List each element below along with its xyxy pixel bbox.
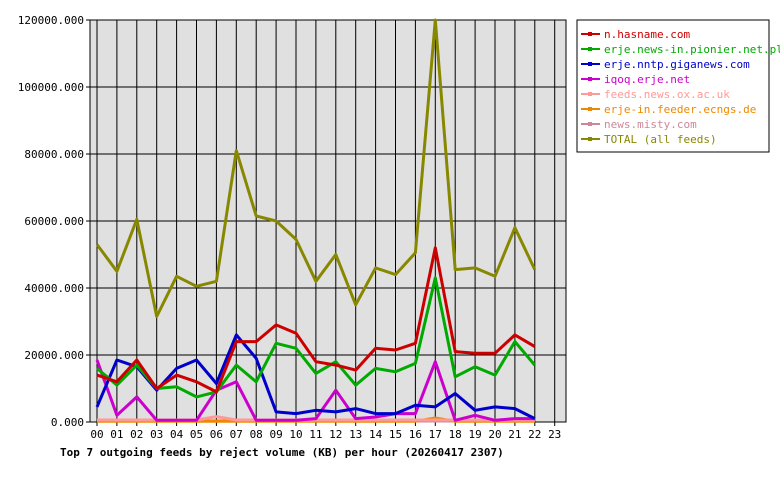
legend-swatch-marker (588, 122, 592, 126)
legend-label: erje-in.feeder.ecngs.de (604, 103, 756, 116)
legend-swatch-marker (588, 92, 592, 96)
series-lines (95, 18, 537, 423)
series-line-1 (96, 276, 536, 399)
legend: n.hasname.com erje.news-in.pionier.net.pl… (576, 19, 780, 153)
legend-label: iqoq.erje.net (604, 73, 690, 86)
x-tick-label: 07 (230, 428, 243, 441)
legend-label: n.hasname.com (604, 28, 690, 41)
x-tick-label: 11 (309, 428, 322, 441)
x-tick-label: 13 (349, 428, 362, 441)
legend-label: TOTAL (all feeds) (604, 133, 717, 146)
legend-swatch-marker (588, 47, 592, 51)
legend-label: news.misty.com (604, 118, 697, 131)
x-tick-label: 06 (210, 428, 223, 441)
y-tick-label: 80000.000 (24, 148, 84, 161)
series-line-3 (95, 359, 535, 422)
x-tick-label: 05 (190, 428, 203, 441)
legend-swatch-marker (588, 32, 592, 36)
x-tick-label: 04 (170, 428, 184, 441)
x-tick-label: 09 (269, 428, 282, 441)
legend-label: erje.nntp.giganews.com (604, 58, 750, 71)
x-tick-label: 17 (429, 428, 442, 441)
y-tick-label: 40000.000 (24, 282, 84, 295)
y-tick-label: 60000.000 (24, 215, 84, 228)
y-tick-label: 20000.000 (24, 349, 84, 362)
legend-swatch-marker (588, 77, 592, 81)
legend-swatch-marker (588, 107, 592, 111)
legend-swatch-marker (588, 137, 592, 141)
x-tick-label: 01 (110, 428, 123, 441)
y-tick-label: 0.000 (51, 416, 84, 429)
x-tick-label: 15 (389, 428, 402, 441)
x-tick-label: 10 (289, 428, 302, 441)
x-tick-label: 20 (488, 428, 501, 441)
x-axis: 00 01 02 03 04 05 06 07 08 09 10 11 12 13 14 15 16 17 18 19… (90, 422, 561, 441)
x-tick-label: 00 (90, 428, 103, 441)
y-axis: 0.000 20000.000 40000.000 60000.000 80000.00… (18, 14, 90, 429)
series-line-7 (95, 18, 537, 318)
x-tick-label: 12 (329, 428, 342, 441)
chart-title: Top 7 outgoing feeds by reject volume (K… (60, 446, 504, 459)
x-tick-label: 23 (548, 428, 561, 441)
series-line-0 (96, 246, 536, 394)
legend-swatch-marker (588, 62, 592, 66)
x-tick-label: 18 (449, 428, 462, 441)
x-tick-label: 03 (150, 428, 163, 441)
x-tick-label: 21 (508, 428, 521, 441)
legend-label: feeds.news.ox.ac.uk (604, 88, 730, 101)
x-tick-label: 16 (409, 428, 422, 441)
series-line-2 (95, 333, 536, 420)
x-tick-label: 14 (369, 428, 383, 441)
legend-box (576, 19, 770, 153)
legend-label: erje.news-in.pionier.net.pl (604, 43, 780, 56)
y-tick-label: 100000.000 (18, 81, 84, 94)
x-tick-label: 22 (528, 428, 541, 441)
x-tick-label: 08 (250, 428, 263, 441)
y-tick-label: 120000.000 (18, 14, 84, 27)
x-tick-label: 19 (468, 428, 481, 441)
x-tick-label: 02 (130, 428, 143, 441)
